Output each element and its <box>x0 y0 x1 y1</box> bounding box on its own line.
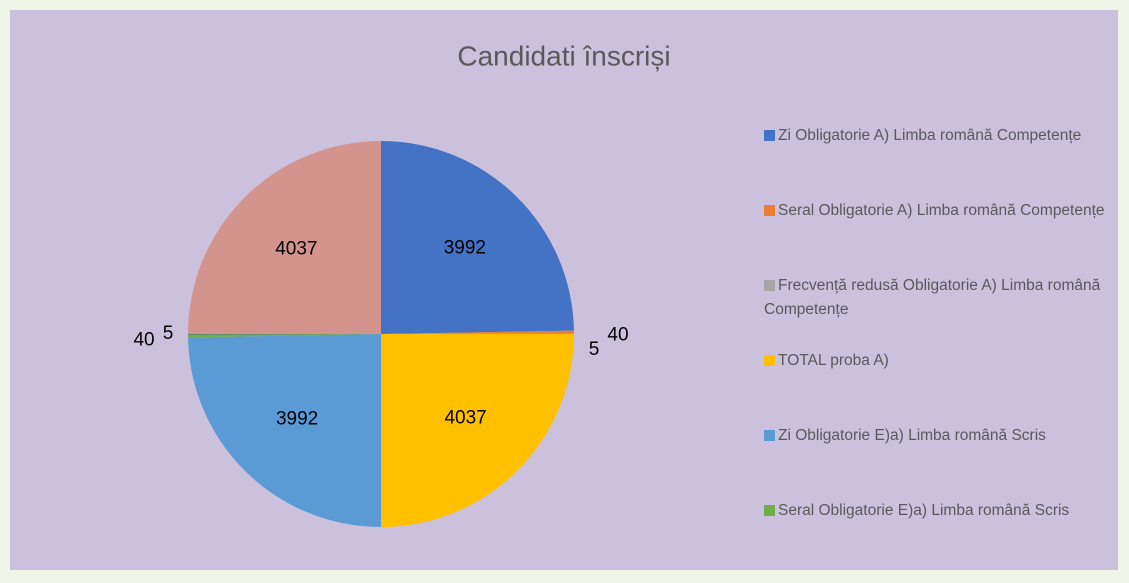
chart-title: Candidati înscriși <box>457 40 670 71</box>
legend-swatch <box>764 205 775 216</box>
data-label: 4037 <box>444 408 486 429</box>
data-label: 5 <box>163 323 174 344</box>
data-label: 40 <box>607 325 628 346</box>
legend-swatch <box>764 280 775 291</box>
legend-swatch <box>764 505 775 516</box>
legend-entry: Zi Obligatorie E)a) Limba română Scris <box>764 424 1110 448</box>
legend-entry: Seral Obligatorie A) Limba română Compet… <box>764 199 1110 223</box>
legend-label: TOTAL proba A) <box>778 352 889 369</box>
legend-label: Seral Obligatorie E)a) Limba română Scri… <box>778 502 1070 519</box>
pie-slice <box>381 334 574 527</box>
pie-slice <box>188 334 381 527</box>
pie-slice <box>188 334 381 338</box>
pie-slice <box>381 141 574 334</box>
data-label: 4037 <box>275 238 317 259</box>
legend-swatch <box>764 430 775 441</box>
legend-label: Frecvență redusă Obligatorie A) Limba ro… <box>764 277 1101 318</box>
legend-swatch <box>764 355 775 366</box>
data-label: 40 <box>133 329 154 350</box>
pie-slice <box>381 330 574 334</box>
legend-entry: Frecvență redusă Obligatorie A) Limba ro… <box>764 274 1110 322</box>
data-label: 3992 <box>444 238 486 259</box>
data-label: 3992 <box>276 408 318 429</box>
pie-slice <box>188 141 381 334</box>
legend-label: Zi Obligatorie A) Limba română Competenț… <box>778 127 1082 144</box>
legend-entry: TOTAL proba A) <box>764 349 1110 373</box>
legend-label: Zi Obligatorie E)a) Limba română Scris <box>778 427 1046 444</box>
legend-entry: Seral Obligatorie E)a) Limba română Scri… <box>764 499 1110 523</box>
legend-label: Seral Obligatorie A) Limba română Compet… <box>778 202 1105 219</box>
legend-entry: Zi Obligatorie A) Limba română Competenț… <box>764 124 1110 148</box>
data-label: 5 <box>589 339 600 360</box>
legend-swatch <box>764 130 775 141</box>
